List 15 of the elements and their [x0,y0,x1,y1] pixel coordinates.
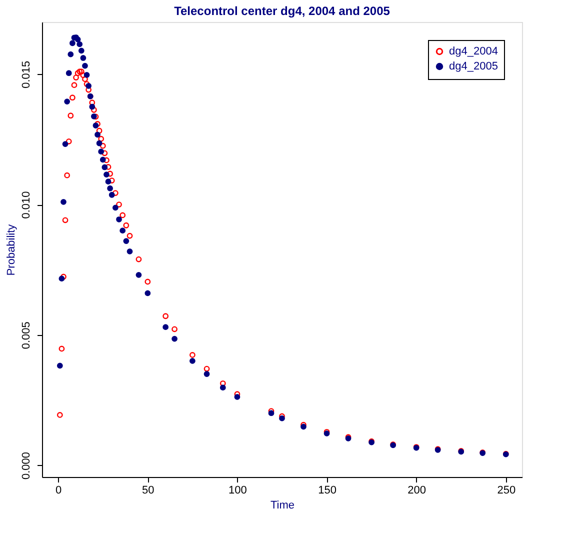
legend-label: dg4_2004 [449,46,498,58]
chart-title: Telecontrol center dg4, 2004 and 2005 [174,4,390,18]
y-tick-label: 0.000 [20,452,32,480]
x-tick-label: 250 [497,484,516,496]
legend-label: dg4_2005 [449,60,498,72]
y-axis-title: Probability [6,224,18,276]
y-tick-label: 0.005 [20,322,32,350]
y-tick-label: 0.015 [20,60,32,88]
y-tick-label: 0.010 [20,191,32,219]
x-axis-title: Time [270,500,295,512]
x-tick-label: 200 [408,484,426,496]
x-tick-label: 0 [56,484,62,496]
x-tick-label: 150 [318,484,336,496]
x-tick-label: 50 [142,484,154,496]
x-tick-label: 100 [228,484,247,496]
